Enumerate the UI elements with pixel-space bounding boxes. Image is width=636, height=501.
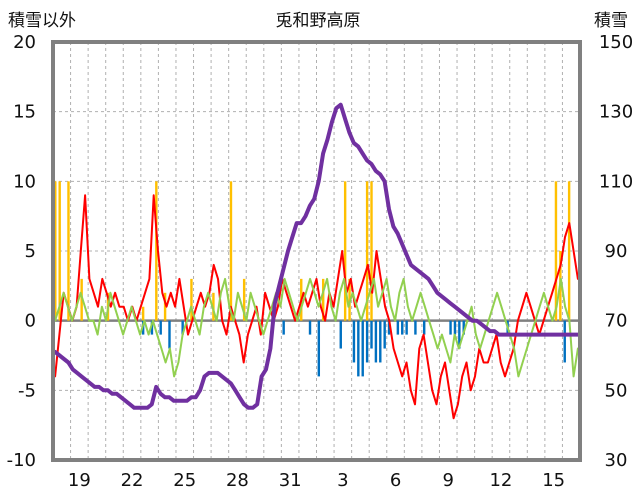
precip-bar (54, 181, 57, 321)
precip-bar (370, 181, 373, 321)
snow-change-bar (383, 320, 386, 349)
x-tick-label: 19 (68, 470, 91, 491)
grid (53, 42, 580, 460)
right-tick-label: 30 (605, 450, 628, 471)
snow-change-bar (352, 320, 356, 363)
x-tick-label: 3 (337, 470, 348, 491)
left-tick-label: 5 (25, 241, 36, 262)
precip-bar (58, 181, 61, 321)
snow-change-bar (449, 320, 452, 335)
precip-bar (343, 181, 347, 321)
snow-change-bar (181, 320, 184, 335)
snow-change-bar (365, 320, 369, 363)
right-tick-label: 70 (605, 311, 628, 332)
snow-change-bar (370, 320, 373, 349)
snow-change-bar (387, 320, 391, 335)
x-tick-label: 22 (121, 470, 144, 491)
left-tick-label: -5 (18, 380, 36, 401)
precip-bar (554, 181, 558, 321)
snow-change-bar (379, 320, 382, 363)
right-axis-title: 積雪 (594, 11, 628, 31)
snow-change-bar (458, 320, 461, 349)
snow-change-bar (414, 320, 417, 335)
right-tick-label: 50 (605, 380, 628, 401)
precip-bar (155, 181, 158, 321)
right-tick-label: 150 (599, 32, 633, 53)
temperature-red-line (54, 194, 579, 420)
precip-bar (67, 181, 70, 321)
precip-bar (141, 306, 145, 321)
snow-change-bar (339, 320, 342, 349)
x-tick-label: 12 (489, 470, 512, 491)
snow-change-bar (308, 320, 312, 335)
frame (51, 40, 582, 462)
snow-change-bar (405, 320, 408, 335)
precip-bar (321, 278, 325, 321)
snow-change-bar (282, 320, 285, 335)
left-tick-label: -10 (7, 450, 36, 471)
precip-bar (80, 278, 83, 321)
x-tick-label: 31 (279, 470, 302, 491)
left-tick-label: 15 (13, 102, 36, 123)
snow-change-bar (374, 320, 378, 363)
x-tick-label: 9 (443, 470, 454, 491)
precip-bar (567, 181, 571, 321)
left-tick-label: 10 (13, 171, 36, 192)
x-tick-label: 6 (390, 470, 401, 491)
precip-bar (229, 181, 233, 321)
precip-bar (365, 181, 369, 321)
snow-change-bar (357, 320, 360, 377)
snow-depth-line (53, 102, 580, 410)
snow-change-bar (317, 320, 321, 377)
x-tick-label: 28 (226, 470, 249, 491)
snow-change-bar (563, 320, 566, 363)
snow-change-bar (168, 320, 171, 349)
snow-change-bar (453, 320, 457, 335)
precip-bar (242, 278, 246, 321)
snow-change-bar (150, 320, 154, 335)
snow-change-bar (361, 320, 364, 377)
right-tick-label: 110 (599, 171, 633, 192)
precip-bar (163, 292, 167, 321)
snow-change-bar (401, 320, 404, 335)
plot-frame (51, 40, 582, 462)
right-tick-label: 90 (605, 241, 628, 262)
x-tick-label: 15 (542, 470, 565, 491)
left-tick-label: 0 (25, 311, 36, 332)
right-tick-label: 130 (599, 102, 633, 123)
x-tick-label: 25 (173, 470, 196, 491)
temperature-green-line (54, 277, 579, 378)
left-tick-label: 20 (13, 32, 36, 53)
line-series (53, 102, 580, 420)
snow-change-bar (396, 320, 400, 335)
snow-change-bar (159, 320, 162, 335)
precip-bar (190, 278, 193, 321)
left-axis-title: 積雪以外 (8, 11, 76, 31)
snow-change-bar (422, 320, 426, 335)
chart-title: 兎和野高原 (276, 11, 361, 31)
snow-change-bar (462, 320, 465, 335)
